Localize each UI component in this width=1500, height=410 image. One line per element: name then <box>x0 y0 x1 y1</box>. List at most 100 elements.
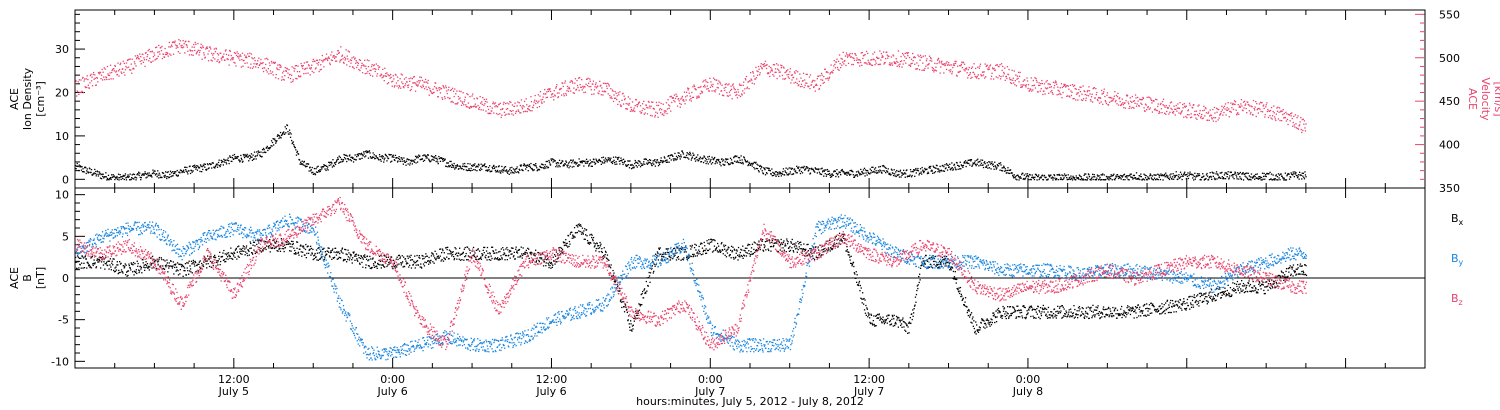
density-point <box>699 158 701 160</box>
velocity-point <box>94 74 96 76</box>
density-point <box>719 163 721 165</box>
density-point <box>761 170 763 172</box>
density-point <box>704 160 706 162</box>
bx-point <box>100 257 102 259</box>
velocity-point <box>111 69 113 72</box>
velocity-point <box>666 108 669 110</box>
density-point <box>548 159 550 162</box>
velocity-point <box>623 95 625 97</box>
density-point <box>706 161 708 163</box>
density-point <box>680 156 682 158</box>
velocity-point <box>1028 90 1030 92</box>
velocity-point <box>1044 93 1046 95</box>
velocity-point <box>172 53 175 55</box>
density-point <box>448 166 451 168</box>
velocity-point <box>156 57 158 60</box>
velocity-point <box>304 68 306 71</box>
velocity-point <box>1294 126 1296 128</box>
velocity-point <box>1151 111 1154 113</box>
density-point <box>289 132 291 134</box>
density-point <box>1253 174 1255 177</box>
density-point <box>1052 179 1054 181</box>
velocity-point <box>392 80 394 82</box>
density-point <box>1218 176 1220 178</box>
velocity-point <box>1302 118 1304 120</box>
velocity-point <box>274 61 276 64</box>
density-point <box>936 165 938 167</box>
velocity-point <box>545 93 547 95</box>
density-point <box>352 161 355 163</box>
velocity-point <box>882 51 885 53</box>
density-point <box>405 160 408 162</box>
density-point <box>378 159 380 161</box>
velocity-point <box>1024 79 1026 81</box>
velocity-point <box>1067 85 1069 87</box>
velocity-point <box>765 67 768 70</box>
velocity-point <box>361 62 363 64</box>
velocity-point <box>1131 101 1133 103</box>
bx-point <box>139 265 142 268</box>
bx-point <box>129 267 131 269</box>
density-point <box>572 159 574 161</box>
velocity-point <box>217 54 220 56</box>
velocity-point <box>867 59 869 61</box>
density-point <box>1293 176 1295 178</box>
velocity-point <box>153 52 155 54</box>
density-point <box>1243 173 1246 175</box>
velocity-point <box>595 82 597 84</box>
bx-point <box>116 264 118 266</box>
velocity-point <box>196 52 198 54</box>
velocity-point <box>1095 87 1097 90</box>
density-point <box>995 166 997 168</box>
velocity-point <box>454 88 456 90</box>
density-point <box>1302 175 1304 177</box>
density-point <box>890 173 892 176</box>
density-point <box>330 164 332 166</box>
density-point <box>727 163 730 165</box>
velocity-point <box>1262 105 1264 107</box>
velocity-point <box>1300 128 1302 131</box>
density-point <box>1002 167 1004 169</box>
velocity-point <box>386 72 388 74</box>
density-point <box>394 154 397 156</box>
velocity-point <box>1196 118 1198 120</box>
density-point <box>334 163 337 166</box>
bx-point <box>114 267 116 269</box>
velocity-point <box>611 89 614 91</box>
bx-point <box>119 263 122 265</box>
right-tick-label: 350 <box>1439 182 1460 195</box>
density-point <box>634 162 636 165</box>
density-point <box>394 159 396 162</box>
velocity-point <box>945 62 947 64</box>
velocity-point <box>932 67 934 70</box>
velocity-point <box>145 51 147 54</box>
density-point <box>852 174 854 176</box>
velocity-point <box>845 64 847 67</box>
velocity-point <box>149 51 151 53</box>
velocity-point <box>749 80 751 82</box>
velocity-point <box>213 48 215 50</box>
density-point <box>414 158 416 161</box>
velocity-point <box>525 110 527 113</box>
velocity-point <box>1188 102 1191 104</box>
velocity-point <box>1009 78 1011 81</box>
velocity-point <box>909 64 911 66</box>
density-point <box>440 157 442 159</box>
velocity-point <box>1164 112 1166 114</box>
density-point <box>75 165 77 167</box>
velocity-point <box>1069 84 1072 86</box>
density-point <box>419 155 421 157</box>
density-point <box>144 171 146 173</box>
density-point <box>424 155 427 157</box>
velocity-point <box>436 90 438 92</box>
velocity-point <box>965 68 967 70</box>
bx-point <box>103 261 105 263</box>
density-point <box>1250 179 1252 181</box>
velocity-point <box>369 74 372 76</box>
velocity-point <box>147 50 149 52</box>
density-point <box>96 173 98 175</box>
density-point <box>505 170 507 172</box>
density-point <box>575 163 577 165</box>
density-point <box>158 172 160 174</box>
velocity-point <box>222 55 224 57</box>
